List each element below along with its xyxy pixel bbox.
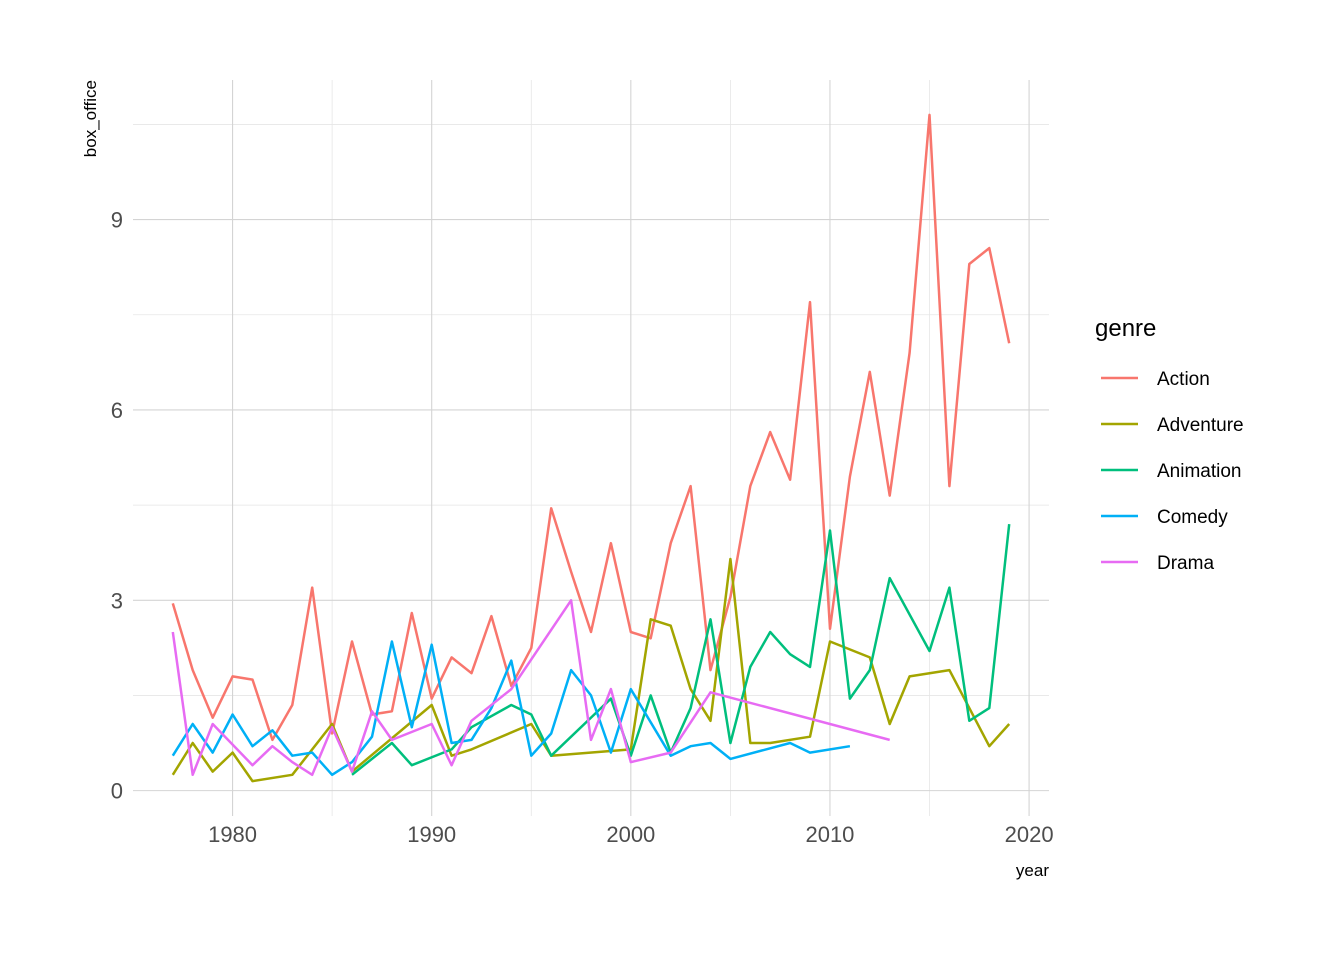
x-axis-ticks: 1980 1990 2000 2010 2020 bbox=[208, 822, 1053, 847]
x-tick-label: 1990 bbox=[407, 822, 456, 847]
legend-label: Action bbox=[1157, 369, 1210, 390]
series-lines bbox=[171, 113, 1011, 783]
x-axis-title: year bbox=[1016, 861, 1049, 880]
legend-items: Action Adventure Animation Comedy Drama bbox=[1101, 369, 1244, 574]
legend-label: Animation bbox=[1157, 461, 1242, 482]
y-axis-ticks: 0 3 6 9 bbox=[111, 208, 123, 804]
y-tick-label: 3 bbox=[111, 588, 123, 613]
legend-label: Comedy bbox=[1157, 507, 1228, 528]
y-axis-title: box_office bbox=[81, 80, 100, 157]
y-tick-label: 6 bbox=[111, 398, 123, 423]
series-line-adventure bbox=[171, 557, 1011, 783]
legend-label: Adventure bbox=[1157, 415, 1244, 436]
x-tick-label: 2010 bbox=[805, 822, 854, 847]
y-tick-label: 0 bbox=[111, 779, 123, 804]
legend-item-adventure: Adventure bbox=[1101, 415, 1244, 436]
legend-item-comedy: Comedy bbox=[1101, 507, 1228, 528]
y-tick-label: 9 bbox=[111, 208, 123, 233]
series-line-action bbox=[171, 113, 1011, 742]
legend-item-animation: Animation bbox=[1101, 461, 1242, 482]
series-line-drama bbox=[171, 599, 891, 777]
series-line-comedy bbox=[171, 640, 851, 777]
legend-label: Drama bbox=[1157, 553, 1214, 574]
legend: genre Action Adventure Animation Comedy Dram… bbox=[1095, 315, 1244, 574]
series-line-animation bbox=[351, 523, 1011, 776]
legend-item-action: Action bbox=[1101, 369, 1210, 390]
x-tick-label: 1980 bbox=[208, 822, 257, 847]
x-tick-label: 2000 bbox=[606, 822, 655, 847]
legend-title: genre bbox=[1095, 315, 1156, 342]
legend-item-drama: Drama bbox=[1101, 553, 1214, 574]
x-tick-label: 2020 bbox=[1005, 822, 1054, 847]
